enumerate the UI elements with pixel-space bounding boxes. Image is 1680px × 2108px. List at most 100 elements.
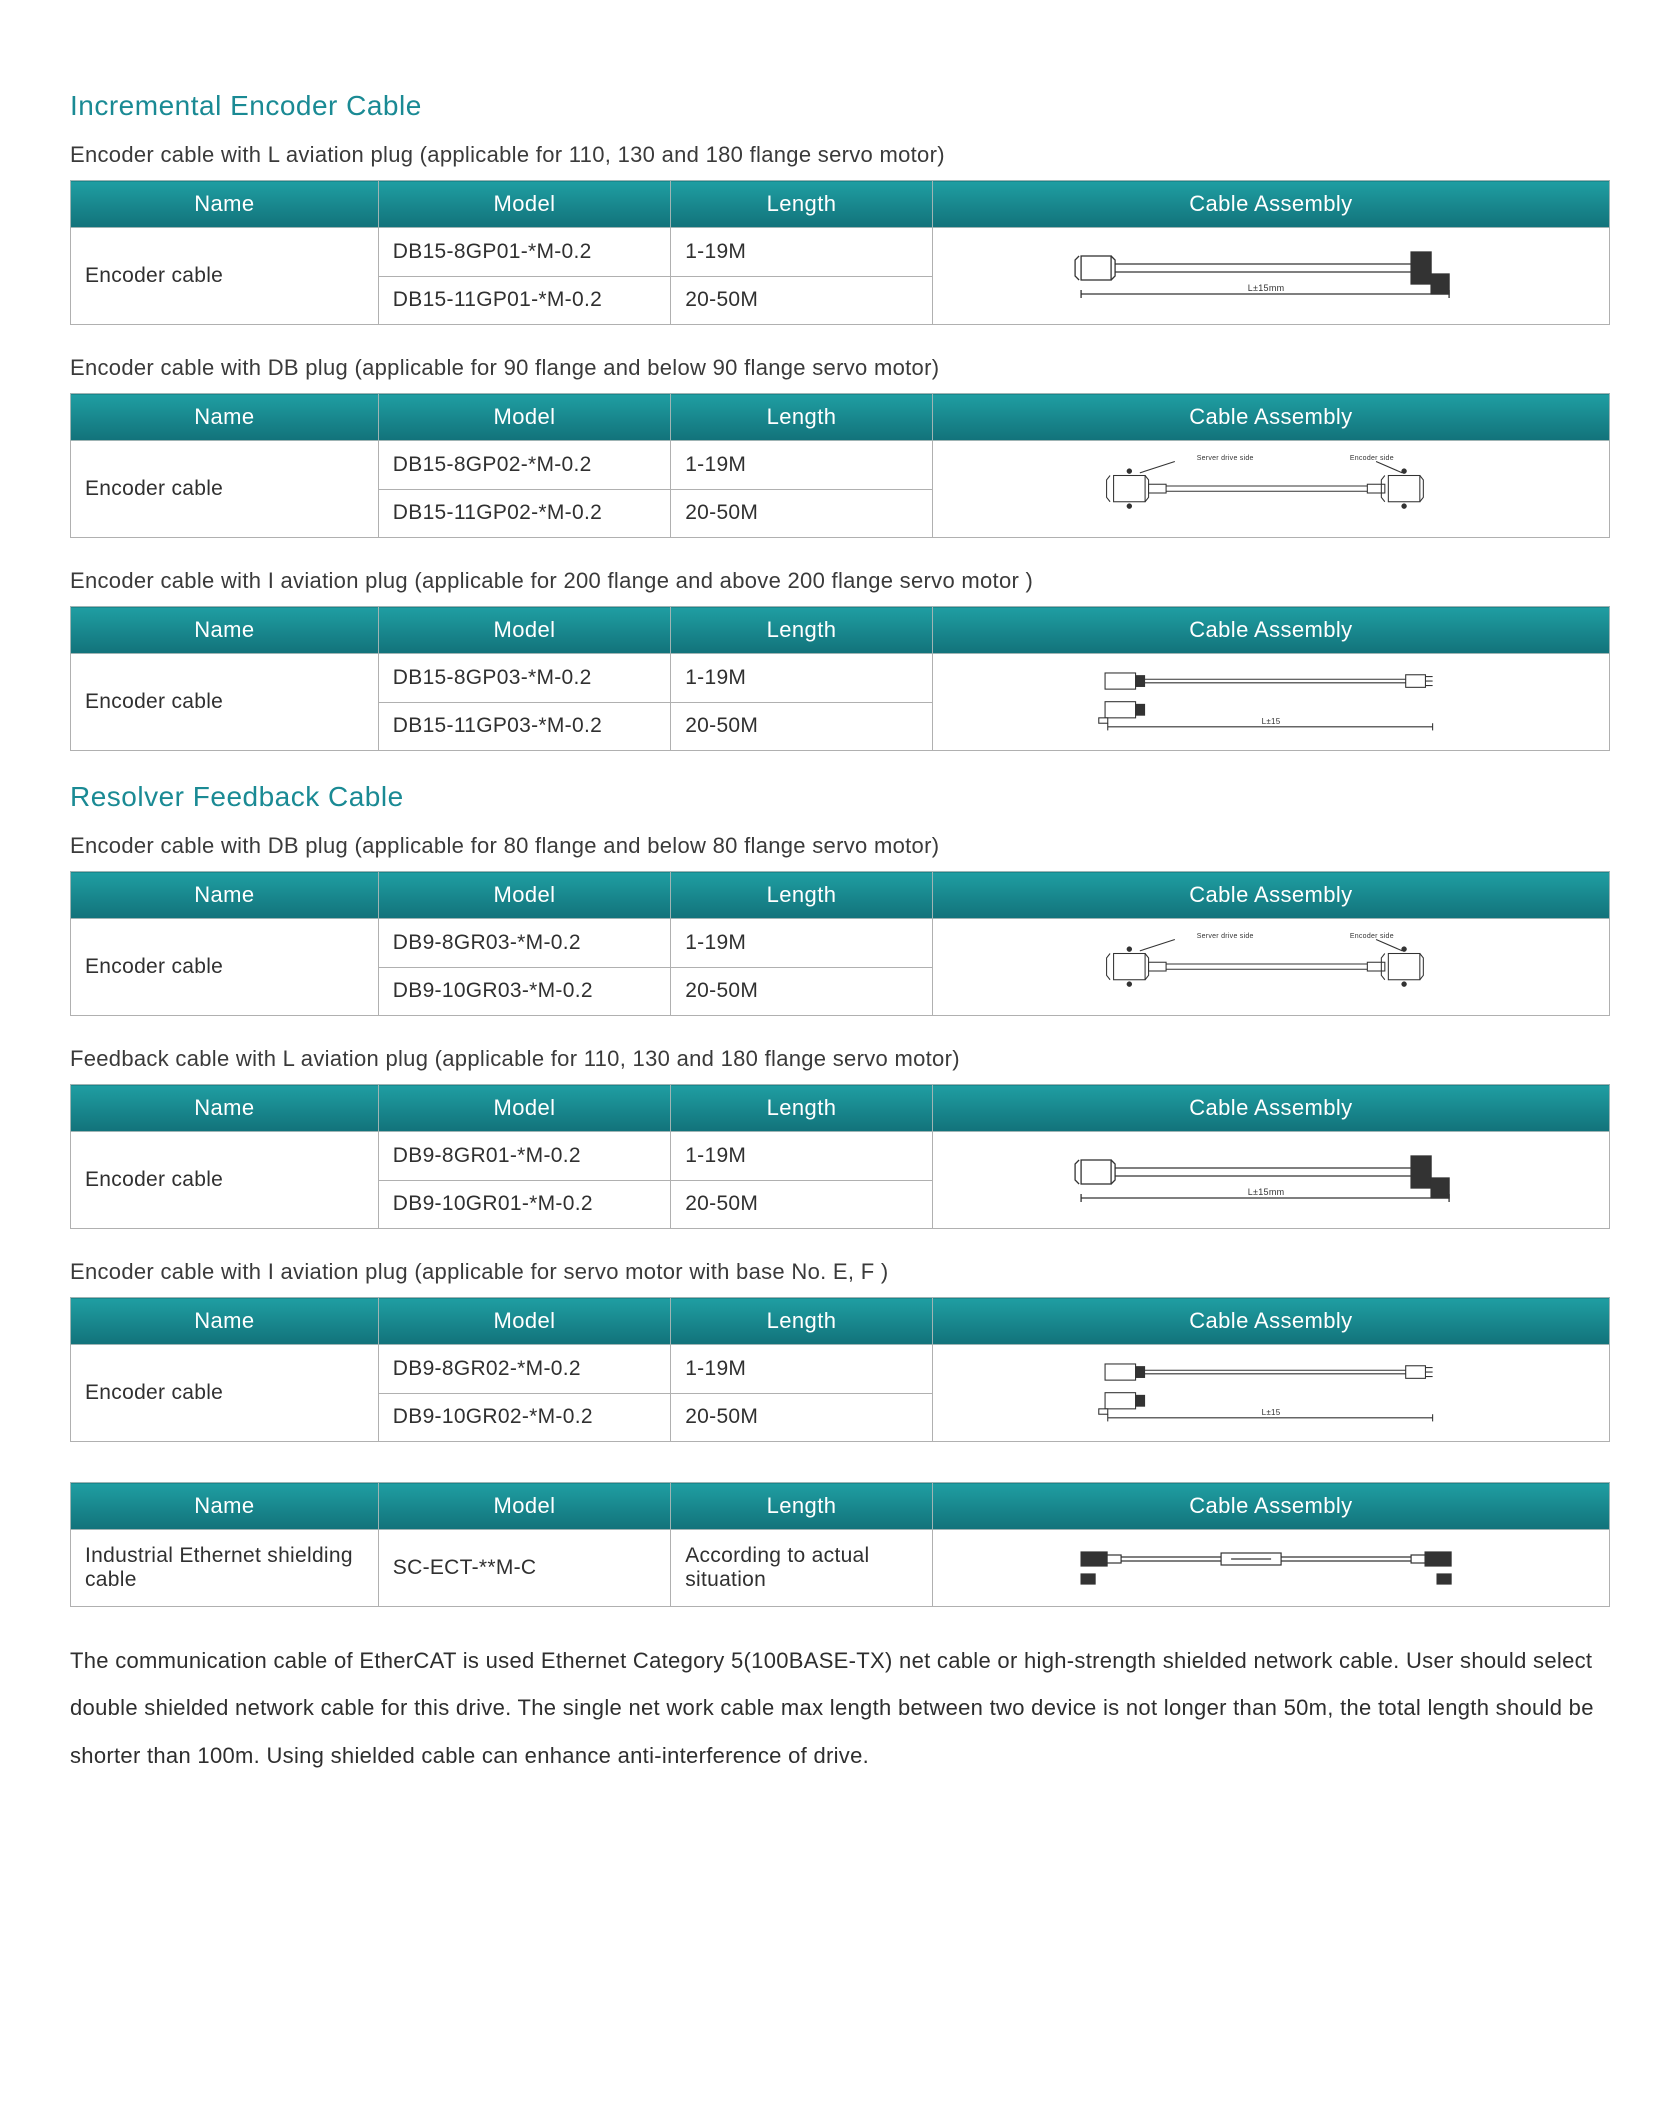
name-cell: Encoder cable [71,654,379,751]
col-model: Model [378,181,670,228]
svg-text:Server drive side: Server drive side [1197,455,1254,462]
model-cell: DB9-8GR03-*M-0.2 [378,919,670,968]
col-name: Name [71,607,379,654]
col-length: Length [671,394,933,441]
l-plug-diagram-icon: L±15mm [947,238,1595,308]
col-length: Length [671,181,933,228]
table-caption: Encoder cable with DB plug (applicable f… [70,355,1610,381]
length-cell: 1-19M [671,919,933,968]
table-row: Encoder cable DB15-8GP03-*M-0.2 1-19M [71,654,1610,703]
col-assy: Cable Assembly [932,181,1609,228]
col-model: Model [378,394,670,441]
col-name: Name [71,181,379,228]
col-name: Name [71,1085,379,1132]
l-plug-diagram-icon: L±15mm [947,1142,1595,1212]
ethernet-cable-diagram-icon [947,1540,1595,1590]
assembly-cell: Server drive side Encoder side [932,919,1609,1016]
model-cell: DB15-8GP02-*M-0.2 [378,441,670,490]
cable-table: Name Model Length Cable Assembly Encoder… [70,180,1610,325]
svg-text:Encoder side: Encoder side [1350,933,1394,940]
col-assy: Cable Assembly [932,1298,1609,1345]
table-caption: Encoder cable with I aviation plug (appl… [70,1259,1610,1285]
cable-table: Name Model Length Cable Assembly Encoder… [70,393,1610,538]
col-assy: Cable Assembly [932,607,1609,654]
model-cell: DB15-11GP02-*M-0.2 [378,489,670,538]
model-cell: DB9-10GR03-*M-0.2 [378,967,670,1016]
length-cell: 20-50M [671,967,933,1016]
assembly-cell: L±15mm [932,228,1609,325]
length-cell: 1-19M [671,441,933,490]
length-cell: 20-50M [671,1393,933,1442]
name-cell: Industrial Ethernet shielding cable [71,1530,379,1607]
length-cell: 20-50M [671,702,933,751]
col-model: Model [378,1483,670,1530]
col-length: Length [671,1298,933,1345]
col-length: Length [671,607,933,654]
cable-table: Name Model Length Cable Assembly Encoder… [70,1297,1610,1442]
col-length: Length [671,1085,933,1132]
table-caption: Feedback cable with L aviation plug (app… [70,1046,1610,1072]
svg-text:L±15mm: L±15mm [1248,1187,1285,1197]
col-name: Name [71,872,379,919]
col-model: Model [378,872,670,919]
svg-text:Server drive side: Server drive side [1197,933,1254,940]
col-model: Model [378,607,670,654]
footer-note: The communication cable of EtherCAT is u… [70,1637,1610,1779]
length-cell: 1-19M [671,654,933,703]
db-plug-diagram-icon: Server drive side Encoder side [947,929,1595,999]
length-cell: 1-19M [671,228,933,277]
name-cell: Encoder cable [71,919,379,1016]
assembly-cell: Server drive side Encoder side [932,441,1609,538]
i-plug-diagram-icon: L±15 [947,1355,1595,1425]
length-cell: According to actual situation [671,1530,933,1607]
col-length: Length [671,872,933,919]
table-row: Encoder cable DB15-8GP01-*M-0.2 1-19M [71,228,1610,277]
model-cell: DB9-10GR01-*M-0.2 [378,1180,670,1229]
section-title-resolver: Resolver Feedback Cable [70,781,1610,813]
model-cell: DB15-8GP03-*M-0.2 [378,654,670,703]
model-cell: DB9-8GR02-*M-0.2 [378,1345,670,1394]
model-cell: DB15-11GP01-*M-0.2 [378,276,670,325]
model-cell: SC-ECT-**M-C [378,1530,670,1607]
cable-table: Name Model Length Cable Assembly Encoder… [70,1084,1610,1229]
col-model: Model [378,1085,670,1132]
col-assy: Cable Assembly [932,1483,1609,1530]
model-cell: DB9-10GR02-*M-0.2 [378,1393,670,1442]
length-cell: 20-50M [671,276,933,325]
model-cell: DB15-8GP01-*M-0.2 [378,228,670,277]
col-length: Length [671,1483,933,1530]
model-cell: DB9-8GR01-*M-0.2 [378,1132,670,1181]
table-row: Encoder cable DB9-8GR01-*M-0.2 1-19M [71,1132,1610,1181]
length-cell: 1-19M [671,1132,933,1181]
table-caption: Encoder cable with L aviation plug (appl… [70,142,1610,168]
name-cell: Encoder cable [71,228,379,325]
col-name: Name [71,1483,379,1530]
i-plug-diagram-icon: L±15 [947,664,1595,734]
svg-text:L±15: L±15 [1261,1408,1280,1417]
length-cell: 20-50M [671,489,933,538]
svg-text:Encoder side: Encoder side [1350,455,1394,462]
col-assy: Cable Assembly [932,1085,1609,1132]
cable-table: Name Model Length Cable Assembly Industr… [70,1482,1610,1607]
table-row: Encoder cable DB15-8GP02-*M-0.2 1-19M [71,441,1610,490]
table-row: Encoder cable DB9-8GR02-*M-0.2 1-19M [71,1345,1610,1394]
col-model: Model [378,1298,670,1345]
col-name: Name [71,394,379,441]
assembly-cell: L±15mm [932,1132,1609,1229]
assembly-cell: L±15 [932,1345,1609,1442]
length-cell: 1-19M [671,1345,933,1394]
db-plug-diagram-icon: Server drive side Encoder side [947,451,1595,521]
assembly-cell [932,1530,1609,1607]
cable-table: Name Model Length Cable Assembly Encoder… [70,871,1610,1016]
section-title-incremental: Incremental Encoder Cable [70,90,1610,122]
table-caption: Encoder cable with DB plug (applicable f… [70,833,1610,859]
svg-text:L±15: L±15 [1261,717,1280,726]
name-cell: Encoder cable [71,1345,379,1442]
table-caption: Encoder cable with I aviation plug (appl… [70,568,1610,594]
cable-table: Name Model Length Cable Assembly Encoder… [70,606,1610,751]
svg-text:L±15mm: L±15mm [1248,283,1285,293]
name-cell: Encoder cable [71,1132,379,1229]
col-assy: Cable Assembly [932,394,1609,441]
col-name: Name [71,1298,379,1345]
col-assy: Cable Assembly [932,872,1609,919]
